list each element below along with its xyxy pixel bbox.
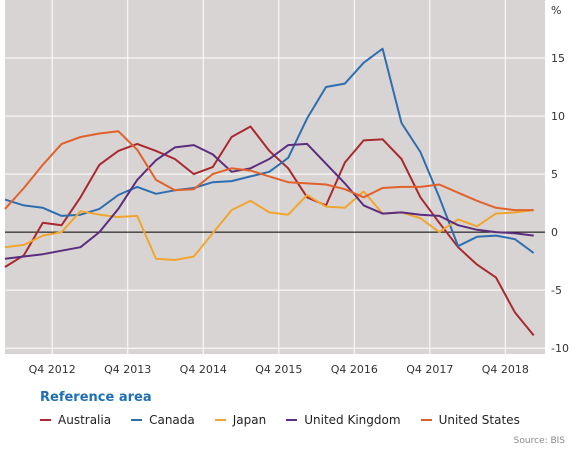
plot-background — [5, 0, 545, 354]
y-tick-label: 5 — [551, 168, 558, 181]
legend-item: Canada — [131, 413, 195, 427]
x-tick-label: Q4 2014 — [180, 363, 227, 376]
legend-label: United Kingdom — [304, 413, 401, 427]
x-tick-label: Q4 2012 — [29, 363, 76, 376]
y-tick-label: 10 — [551, 110, 565, 123]
x-tick-label: Q4 2016 — [331, 363, 378, 376]
y-tick-label: 0 — [551, 226, 558, 239]
legend-item: United States — [420, 413, 520, 427]
series-line-united-states — [4, 130, 534, 212]
series-line-australia — [4, 125, 535, 337]
legend-swatch — [131, 419, 143, 421]
series-lines — [4, 47, 535, 337]
x-tick-label: Q4 2013 — [104, 363, 151, 376]
legend-item: United Kingdom — [286, 413, 401, 427]
series-line-japan — [4, 190, 534, 261]
source-note: Source: BIS — [513, 436, 565, 446]
y-tick-labels: -10 -5 0 5 10 15 — [551, 52, 569, 355]
x-tick-labels: Q4 2012 Q4 2013 Q4 2014 Q4 2015 Q4 2016 Q4 20… — [29, 363, 529, 376]
legend-items: Australia Canada Japan United Kingdom United… — [40, 413, 570, 427]
legend-item: Australia — [40, 413, 111, 427]
legend-item: Japan — [214, 413, 267, 427]
legend-label: Australia — [58, 413, 112, 427]
y-axis-unit-label: % — [551, 4, 561, 17]
y-tick-label: -10 — [551, 342, 569, 355]
x-tick-label: Q4 2017 — [406, 363, 453, 376]
legend-label: Canada — [149, 413, 195, 427]
series-line-canada — [4, 47, 535, 254]
legend-swatch — [214, 419, 226, 421]
y-tick-label: 15 — [551, 52, 565, 65]
x-tick-label: Q4 2018 — [482, 363, 529, 376]
legend-label: Japan — [232, 413, 267, 427]
legend-swatch — [286, 419, 298, 421]
legend-label: United States — [438, 413, 520, 427]
legend-swatch — [40, 419, 51, 421]
x-tick-label: Q4 2015 — [255, 363, 302, 376]
y-tick-label: -5 — [551, 284, 562, 297]
series-line-united-kingdom — [4, 142, 534, 260]
legend-swatch — [420, 419, 432, 421]
legend-title: Reference area — [40, 390, 152, 405]
legend: Reference area Australia Canada Japan Unite… — [40, 390, 570, 427]
